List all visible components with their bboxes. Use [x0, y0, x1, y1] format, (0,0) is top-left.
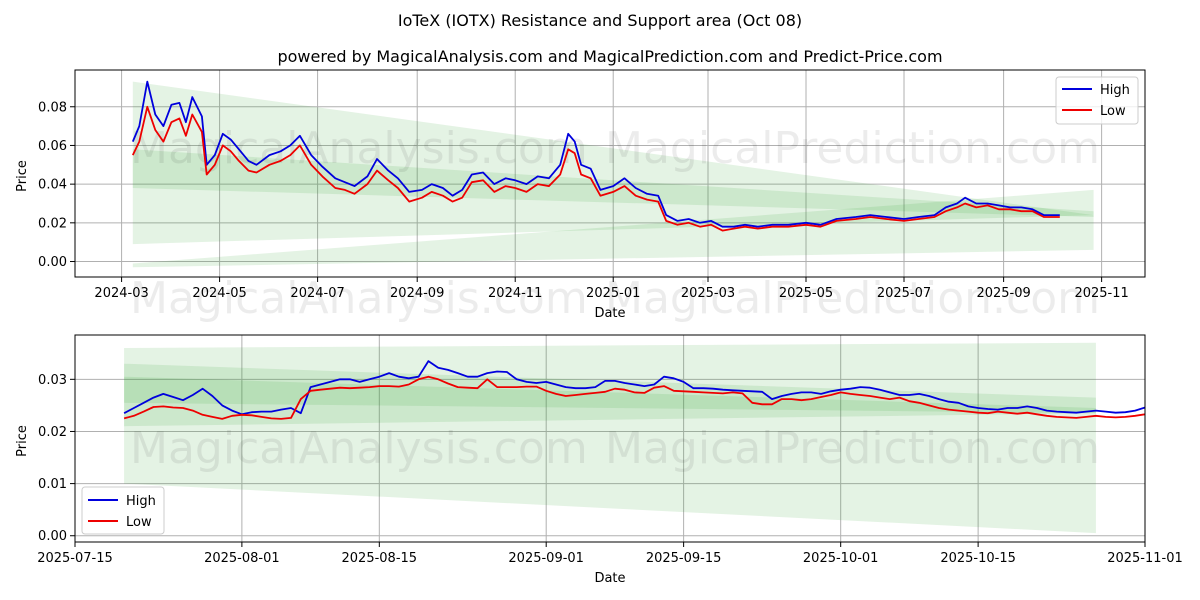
bottom-x-tick-label-2: 2025-08-15 [342, 551, 418, 566]
top-legend-high-label: High [1100, 83, 1130, 98]
bottom-plot-frame [74, 334, 1146, 543]
top-y-tick-label-4: 0.08 [38, 100, 67, 115]
bottom-x-tick-label-5: 2025-10-01 [803, 551, 879, 566]
bottom-y-tick-label-3: 0.03 [38, 373, 67, 388]
bottom-y-axis-label: Price [15, 425, 30, 457]
top-chart-panel: MagicalAnalysis.com MagicalPrediction.co… [15, 69, 1146, 324]
bottom-y-tick-label-2: 0.02 [38, 425, 67, 440]
top-x-tick-label-7: 2025-05 [779, 286, 833, 301]
bottom-watermark-right: MagicalPrediction.com [605, 423, 1100, 474]
top-y-tick-label-0: 0.00 [38, 255, 67, 270]
top-watermark-left: MagicalAnalysis.com [130, 123, 588, 174]
top-x-tick-label-6: 2025-03 [681, 286, 735, 301]
bottom-x-tick-label-6: 2025-10-15 [940, 551, 1016, 566]
bottom-y-tick-label-1: 0.01 [38, 477, 67, 492]
top-gridlines [75, 70, 1145, 277]
bottom-chart-panel: MagicalAnalysis.com MagicalPrediction.co… [15, 334, 1183, 586]
top-plot-area [75, 70, 1145, 277]
top-x-tick-label-4: 2024-11 [488, 286, 542, 301]
bottom-y-tick-label-0: 0.00 [38, 529, 67, 544]
top-x-tick-label-10: 2025-11 [1074, 286, 1128, 301]
bottom-band-0 [124, 342, 1096, 534]
top-axis-ticks: 2024-03 2024-05 2024-07 2024-09 2024-11 2025-… [38, 100, 1129, 301]
bottom-legend-high-label: High [126, 494, 156, 509]
top-x-tick-label-8: 2025-07 [877, 286, 931, 301]
top-y-tick-label-3: 0.06 [38, 139, 67, 154]
chart-subtitle: powered by MagicalAnalysis.com and Magic… [277, 47, 942, 66]
top-legend: High Low [1055, 76, 1139, 125]
top-plot-frame [74, 69, 1146, 278]
top-series-high-line [131, 80, 1060, 228]
top-legend-low-label: Low [1100, 104, 1126, 119]
top-x-tick-label-5: 2025-01 [586, 286, 640, 301]
top-x-tick-label-9: 2025-09 [976, 286, 1030, 301]
top-x-tick-label-1: 2024-05 [192, 286, 246, 301]
bottom-axis-ticks: 2025-07-15 2025-08-01 2025-08-15 2025-09-01… [37, 373, 1183, 566]
bottom-x-tick-label-3: 2025-09-01 [508, 551, 584, 566]
top-watermark-right-lower: MagicalPrediction.com [605, 273, 1100, 324]
bottom-legend: High Low [81, 486, 165, 535]
bottom-plot-area [75, 335, 1145, 542]
top-x-tick-label-0: 2024-03 [94, 286, 148, 301]
chart-title: IoTeX (IOTX) Resistance and Support area… [398, 11, 802, 30]
top-series-low-line [131, 105, 1060, 232]
top-y-tick-label-2: 0.04 [38, 178, 67, 193]
top-x-tick-label-3: 2024-09 [390, 286, 444, 301]
bottom-x-tick-label-0: 2025-07-15 [37, 551, 113, 566]
bottom-legend-box [81, 486, 165, 535]
bottom-x-tick-label-7: 2025-11-01 [1107, 551, 1183, 566]
top-x-tick-label-2: 2024-07 [290, 286, 344, 301]
bottom-watermark-left: MagicalAnalysis.com [130, 423, 588, 474]
bottom-x-axis-label: Date [594, 571, 625, 586]
bottom-series-lines [123, 360, 1146, 420]
bottom-series-low-line [123, 375, 1146, 420]
bottom-band-2 [124, 376, 1096, 414]
top-band-2 [132, 189, 1094, 268]
top-y-tick-label-1: 0.02 [38, 216, 67, 231]
top-x-axis-label: Date [594, 306, 625, 321]
top-band-0 [132, 81, 1094, 245]
top-series-lines [131, 80, 1060, 232]
top-watermark-right: MagicalPrediction.com [605, 123, 1100, 174]
bottom-x-tick-label-4: 2025-09-15 [646, 551, 722, 566]
top-watermark-left-lower: MagicalAnalysis.com [130, 273, 588, 324]
bottom-legend-low-label: Low [126, 515, 152, 530]
top-y-axis-label: Price [15, 160, 30, 192]
bottom-x-tick-label-1: 2025-08-01 [204, 551, 280, 566]
